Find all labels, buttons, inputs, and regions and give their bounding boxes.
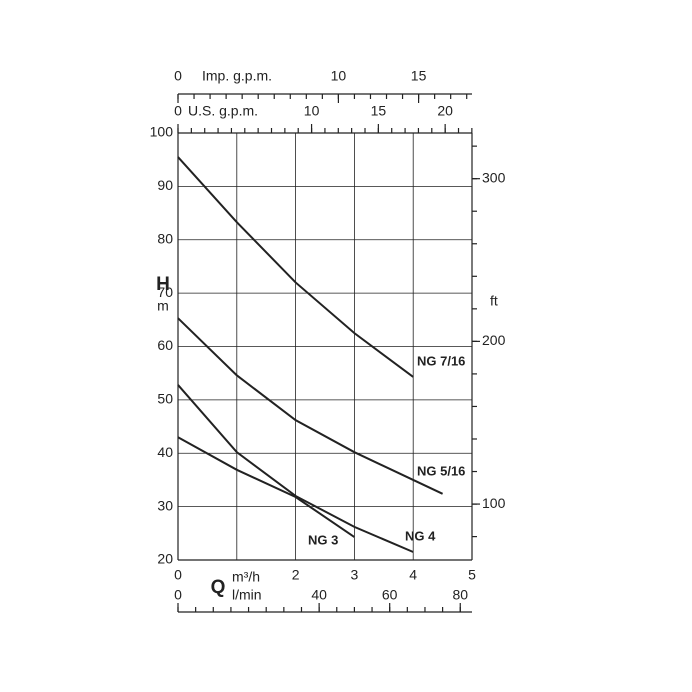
x-axis-unit: l/min: [232, 587, 262, 603]
x-tick-label: 0: [174, 103, 182, 119]
x-tick-label: 20: [437, 103, 453, 119]
x-tick-label: 60: [382, 587, 398, 603]
y-tick-label: 90: [157, 177, 173, 193]
y-tick-label: 50: [157, 391, 173, 407]
x-tick-label: 0: [174, 567, 182, 583]
x-tick-label: 5: [468, 567, 476, 583]
y-tick-label: 30: [157, 497, 173, 513]
y2-tick-label: 300: [482, 169, 506, 185]
x-tick-label: 15: [411, 68, 427, 84]
y2-label: ft: [490, 293, 498, 309]
y-tick-label: 100: [150, 124, 174, 140]
y-tick-label: 80: [157, 230, 173, 246]
y-tick-label: 20: [157, 551, 173, 567]
x-tick-label: 80: [452, 587, 468, 603]
series-label: NG 5/16: [417, 463, 465, 478]
x-tick-label: 0: [174, 587, 182, 603]
series-label: NG 7/16: [417, 353, 465, 368]
x-tick-label: 15: [371, 103, 387, 119]
x-tick-label: 0: [174, 68, 182, 84]
y-unit: m: [157, 298, 169, 314]
x-axis-unit: U.S. g.p.m.: [188, 103, 258, 119]
x-axis-unit: m³/h: [232, 569, 260, 585]
x-tick-label: 4: [409, 567, 417, 583]
y-tick-label: 70: [157, 284, 173, 300]
x-tick-label: 40: [311, 587, 327, 603]
curve: [177, 317, 444, 495]
series-label: NG 3: [308, 532, 338, 547]
x-tick-label: 10: [331, 68, 347, 84]
y-tick-label: 60: [157, 337, 173, 353]
y-label: H: [156, 274, 170, 295]
x-tick-label: 3: [351, 567, 359, 583]
x-axis-unit: Imp. g.p.m.: [202, 68, 272, 84]
series-label: NG 4: [405, 528, 436, 543]
y2-tick-label: 200: [482, 332, 506, 348]
x-tick-label: 10: [304, 103, 320, 119]
y2-tick-label: 100: [482, 495, 506, 511]
curve: [177, 156, 414, 378]
curve: [177, 436, 355, 538]
x-tick-label: 2: [292, 567, 300, 583]
x-label: Q: [211, 577, 226, 598]
y-tick-label: 40: [157, 444, 173, 460]
